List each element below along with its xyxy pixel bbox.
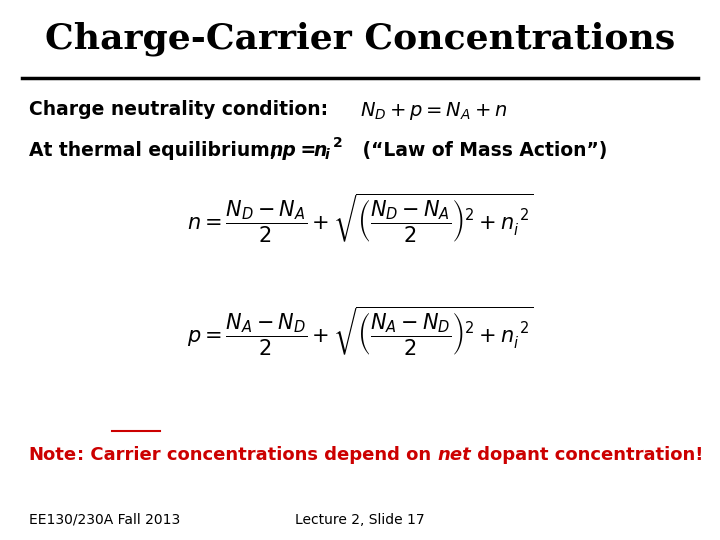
- Text: Charge-Carrier Concentrations: Charge-Carrier Concentrations: [45, 22, 675, 56]
- Text: n: n: [313, 141, 327, 160]
- Text: : Carrier concentrations depend on: : Carrier concentrations depend on: [77, 446, 437, 463]
- Text: dopant concentration!: dopant concentration!: [471, 446, 703, 463]
- Text: i: i: [325, 148, 330, 162]
- Text: Charge neutrality condition:: Charge neutrality condition:: [29, 100, 328, 119]
- Text: np: np: [269, 141, 296, 160]
- Text: EE130/230A Fall 2013: EE130/230A Fall 2013: [29, 512, 180, 526]
- Text: $p = \dfrac{N_A - N_D}{2} + \sqrt{\left(\dfrac{N_A - N_D}{2}\right)^2 + n_i^{\ 2: $p = \dfrac{N_A - N_D}{2} + \sqrt{\left(…: [186, 305, 534, 359]
- Text: $n = \dfrac{N_D - N_A}{2} + \sqrt{\left(\dfrac{N_D - N_A}{2}\right)^2 + n_i^{\ 2: $n = \dfrac{N_D - N_A}{2} + \sqrt{\left(…: [186, 192, 534, 245]
- Text: Note: Note: [29, 446, 77, 463]
- Text: At thermal equilibrium,: At thermal equilibrium,: [29, 141, 283, 160]
- Text: =: =: [294, 141, 323, 160]
- Text: net: net: [437, 446, 471, 463]
- Text: Lecture 2, Slide 17: Lecture 2, Slide 17: [295, 512, 425, 526]
- Text: $N_D + p = N_A + n$: $N_D + p = N_A + n$: [360, 100, 508, 122]
- Text: (“Law of Mass Action”): (“Law of Mass Action”): [343, 141, 607, 160]
- Text: 2: 2: [333, 136, 343, 150]
- Text: : Carrier concentrations depend on: : Carrier concentrations depend on: [77, 446, 437, 463]
